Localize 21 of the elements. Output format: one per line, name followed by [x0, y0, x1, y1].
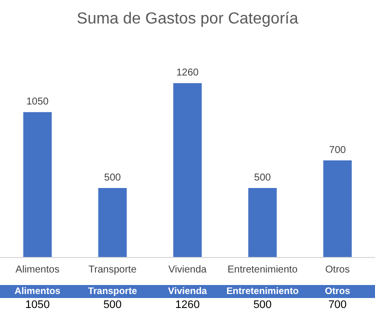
text: 1260 — [176, 68, 200, 79]
bar — [248, 188, 277, 257]
chart-title: Suma de Gastos por Categoría — [76, 10, 298, 28]
annotation: 500 — [254, 172, 272, 184]
annotation: 700 — [329, 144, 346, 156]
data-label: 500 — [102, 298, 123, 312]
data-label: 1260 — [174, 298, 201, 312]
x-tick-label: Otros — [325, 264, 350, 276]
x-tick-label: Transporte — [88, 264, 137, 276]
bar — [323, 160, 352, 257]
x-tick-label: Alimentos — [16, 264, 60, 276]
x-tick-label: Vivienda — [168, 264, 208, 276]
bar — [173, 83, 202, 257]
data-label: 700 — [327, 298, 348, 312]
x-tick-label: Entretenimiento — [227, 264, 298, 276]
data-label: 1050 — [24, 298, 51, 312]
annotation: 1050 — [26, 96, 50, 108]
data-label: 500 — [252, 298, 273, 312]
annotation: 500 — [104, 172, 122, 184]
bar — [98, 188, 127, 257]
bar — [23, 112, 52, 257]
